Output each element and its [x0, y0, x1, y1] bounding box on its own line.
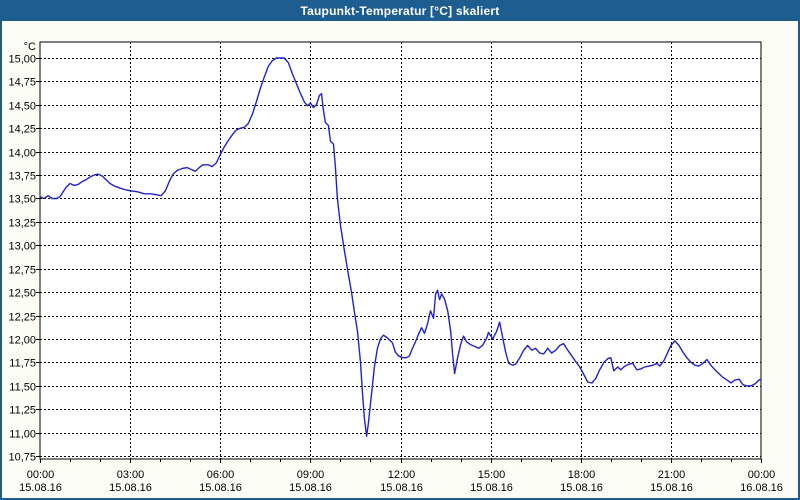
x-tick-time-label: 18:00	[568, 469, 596, 481]
x-tick-time-label: 09:00	[297, 469, 325, 481]
y-tick-label: 11,50	[9, 382, 36, 394]
y-tick-label: 10,75	[8, 452, 36, 464]
y-tick-label: 12,75	[8, 265, 36, 277]
x-tick-date-label: 15.08.16	[560, 482, 603, 494]
x-tick-date-label: 15.08.16	[380, 482, 423, 494]
chart-title: Taupunkt-Temperatur [°C] skaliert	[300, 3, 500, 18]
y-tick-label: 13,75	[8, 171, 36, 183]
x-tick-date-label: 15.08.16	[289, 482, 332, 494]
x-tick-time-label: 06:00	[207, 469, 235, 481]
y-tick-label: 14,25	[8, 124, 36, 136]
y-tick-label: 15,00	[8, 54, 36, 66]
y-tick-label: 11,00	[9, 429, 36, 441]
plot-area	[39, 41, 762, 460]
y-tick-label: 14,75	[8, 77, 36, 89]
x-tick-date-label: 15.08.16	[650, 482, 693, 494]
x-tick-date-label: 15.08.16	[19, 482, 62, 494]
x-tick-date-label: 16.08.16	[740, 482, 783, 494]
x-tick-time-label: 15:00	[478, 469, 506, 481]
x-tick-date-label: 15.08.16	[109, 482, 152, 494]
y-tick-label: 12,50	[8, 288, 36, 300]
x-tick-date-label: 15.08.16	[199, 482, 242, 494]
y-tick-label: 14,50	[8, 101, 36, 113]
y-axis-unit-label: °C	[24, 41, 36, 53]
y-tick-label: 13,25	[8, 218, 36, 230]
x-tick-time-label: 03:00	[117, 469, 145, 481]
x-tick-time-label: 00:00	[27, 469, 55, 481]
title-bar: Taupunkt-Temperatur [°C] skaliert	[0, 0, 800, 21]
y-tick-label: 11,75	[9, 358, 36, 370]
x-tick-time-label: 21:00	[658, 469, 686, 481]
y-tick-label: 12,00	[8, 335, 36, 347]
x-tick-date-label: 15.08.16	[470, 482, 513, 494]
y-tick-label: 13,50	[8, 194, 36, 206]
x-tick-time-label: 00:00	[748, 469, 776, 481]
y-tick-label: 12,25	[8, 312, 36, 324]
y-tick-label: 14,00	[8, 148, 36, 160]
y-tick-label: 11,25	[9, 405, 36, 417]
x-tick-time-label: 12:00	[388, 469, 416, 481]
y-tick-label: 13,00	[8, 241, 36, 253]
temperature-line	[39, 57, 762, 437]
